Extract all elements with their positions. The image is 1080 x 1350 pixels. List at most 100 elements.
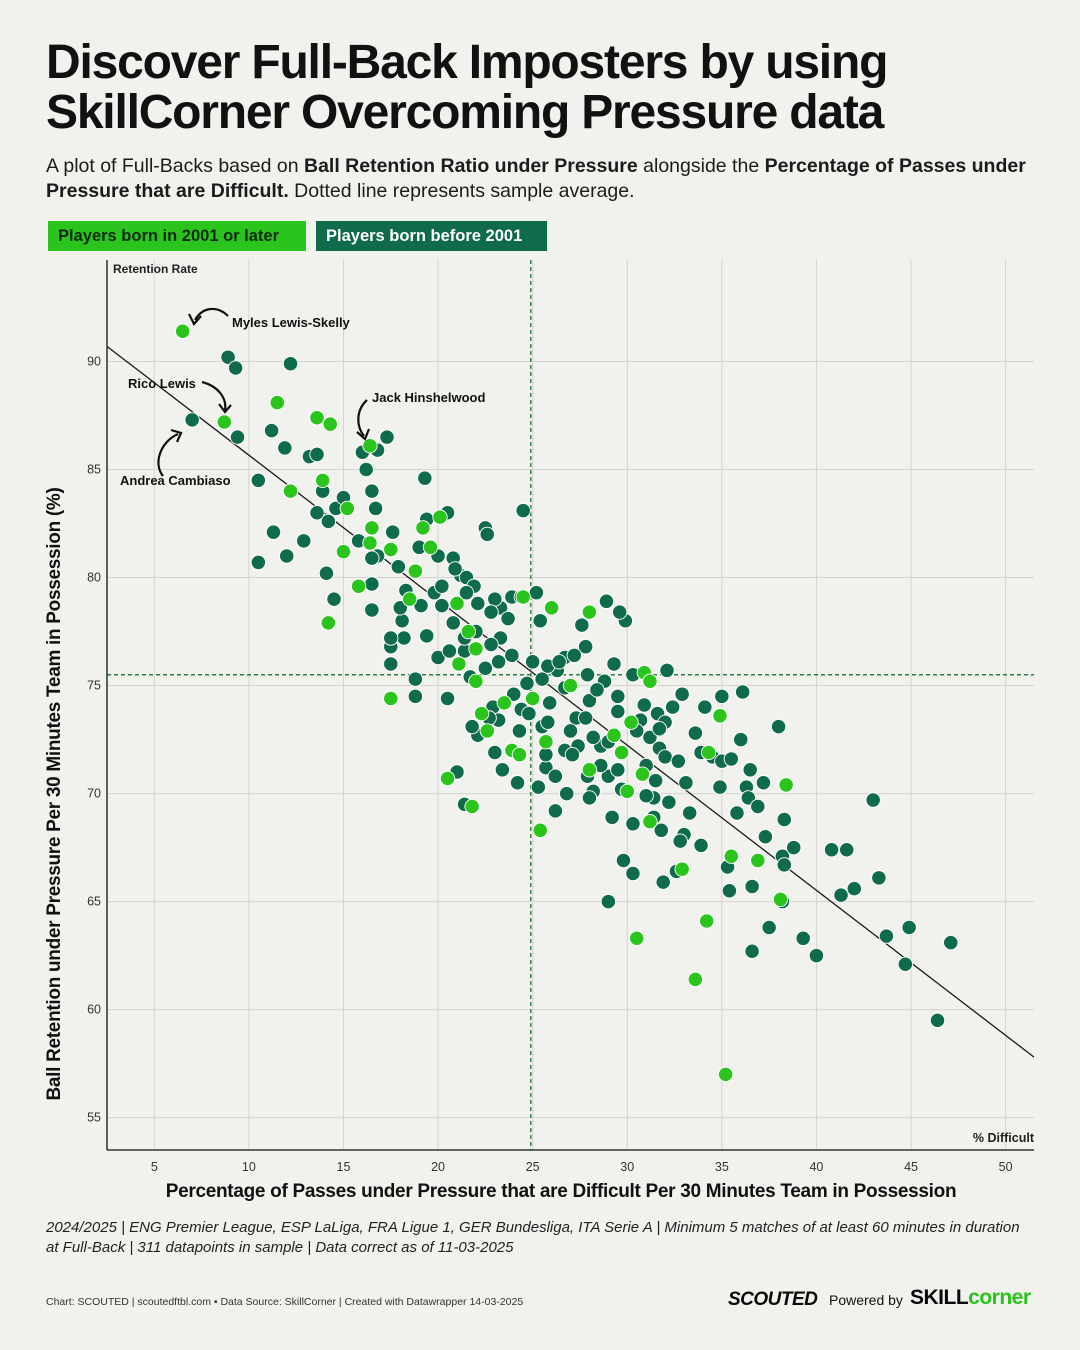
trendline (106, 345, 1035, 1058)
data-point-young-49 (700, 744, 717, 761)
data-point-young-5 (322, 416, 338, 432)
data-point-older-217 (687, 725, 704, 741)
data-point-older-9 (250, 554, 266, 571)
data-point-young-55 (687, 971, 704, 987)
data-point-young-20 (460, 623, 476, 640)
data-point-young-44 (674, 861, 690, 877)
data-point-older-76 (534, 671, 550, 687)
data-point-older-119 (672, 833, 688, 849)
data-point-older-122 (625, 865, 641, 882)
data-point-older-108 (657, 749, 673, 765)
data-point-older-125 (697, 699, 713, 715)
data-point-older-149 (839, 842, 855, 858)
data-point-older-216 (636, 697, 652, 713)
average-lines (107, 260, 1034, 1150)
data-point-older-137 (744, 943, 760, 959)
data-point-older-203 (441, 643, 458, 659)
page-title: Discover Full-Back Imposters by using Sk… (46, 38, 1046, 138)
data-point-older-101 (598, 593, 615, 609)
data-point-older-210 (625, 816, 641, 832)
data-point-older-87 (577, 639, 594, 655)
data-point-young-28 (511, 747, 528, 763)
data-point-young-41 (634, 766, 651, 782)
data-point-young-21 (451, 656, 467, 672)
subtitle-text-3: Dotted line represents sample average. (288, 180, 635, 202)
subtitle-bold-1: Ball Retention Ratio under Pressure (303, 155, 638, 177)
annotation-arrow-myles-lewis-skelly (194, 307, 229, 321)
data-point-older-109 (647, 772, 664, 789)
data-point-older-173 (547, 803, 564, 819)
data-point-older-161 (604, 809, 620, 825)
chart-subtitle: A plot of Full-Backs based on Ball Reten… (46, 154, 1036, 204)
data-point-young-14 (383, 690, 399, 707)
subtitle-bold-2: Percentage of Passes under Pressure that… (46, 155, 1026, 202)
data-point-older-72 (515, 502, 531, 519)
data-point-older-73 (528, 585, 545, 601)
chart-credit: Chart: SCOUTED | scoutedftbl.com • Data … (46, 1296, 524, 1308)
data-point-older-128 (723, 751, 739, 767)
data-point-older-198 (665, 699, 681, 715)
x-tick-label-5: 5 (151, 1160, 158, 1174)
data-point-older-77 (542, 695, 558, 711)
data-point-young-57 (717, 1066, 734, 1083)
data-point-older-124 (600, 893, 616, 910)
annotation-rico-lewis: Rico Lewis (128, 376, 196, 391)
data-point-young-51 (772, 891, 789, 908)
data-point-young-50 (723, 848, 739, 864)
data-point-older-56 (439, 690, 456, 707)
data-point-older-162 (581, 790, 598, 806)
data-point-older-180 (506, 686, 522, 702)
data-point-older-158 (929, 1012, 946, 1029)
data-point-young-22 (468, 673, 484, 689)
data-point-older-100 (612, 604, 628, 620)
data-point-young-33 (562, 677, 579, 694)
annotation-arrow-rico-lewis (201, 380, 227, 411)
footnote-line-2: at Full-Back | 311 datapoints in sample … (46, 1239, 514, 1256)
data-point-older-117 (678, 775, 694, 791)
data-point-young-45 (532, 822, 548, 838)
data-point-older-164 (538, 747, 554, 763)
x-tick-label-45: 45 (904, 1160, 918, 1174)
data-point-older-202 (750, 798, 766, 815)
data-point-older-185 (458, 585, 475, 601)
data-point-older-184 (483, 604, 499, 620)
data-point-older-147 (808, 947, 825, 964)
data-point-young-10 (364, 520, 380, 536)
axes (106, 260, 1034, 1151)
data-point-young-15 (407, 563, 424, 579)
y-tick-label-65: 65 (87, 895, 101, 909)
data-point-young-11 (362, 535, 378, 551)
data-point-older-69 (511, 723, 528, 739)
data-point-young-2 (282, 483, 299, 499)
data-point-older-163 (559, 785, 575, 802)
x-tick-label-10: 10 (242, 1160, 256, 1174)
data-point-older-29 (364, 576, 380, 592)
x-tick-label-30: 30 (620, 1160, 634, 1174)
data-point-older-133 (740, 790, 756, 806)
data-point-older-187 (434, 578, 450, 594)
data-point-older-146 (795, 930, 811, 946)
data-point-young-7 (339, 500, 355, 517)
x-tick-label-40: 40 (809, 1160, 823, 1174)
data-point-older-24 (379, 429, 395, 445)
title-line-2: SkillCorner Overcoming Pressure data (46, 86, 884, 139)
data-point-young-23 (468, 641, 484, 657)
data-point-older-212 (682, 805, 698, 821)
data-point-older-2 (227, 360, 244, 376)
data-point-older-52 (430, 649, 446, 666)
data-point-older-143 (776, 857, 792, 873)
data-point-older-155 (897, 956, 914, 972)
data-point-older-145 (786, 839, 802, 856)
data-point-older-74 (532, 613, 548, 629)
data-point-young-12 (383, 541, 399, 558)
data-point-older-115 (659, 662, 675, 679)
data-point-young-56 (629, 930, 645, 946)
x-tick-label-25: 25 (526, 1160, 540, 1174)
data-point-young-54 (699, 913, 715, 929)
data-point-older-177 (577, 710, 594, 726)
scouted-logo: SCOUTED (728, 1289, 818, 1310)
data-point-older-5 (263, 423, 280, 439)
data-point-older-0 (184, 412, 200, 428)
data-point-young-53 (750, 852, 766, 869)
data-point-older-104 (642, 729, 658, 746)
